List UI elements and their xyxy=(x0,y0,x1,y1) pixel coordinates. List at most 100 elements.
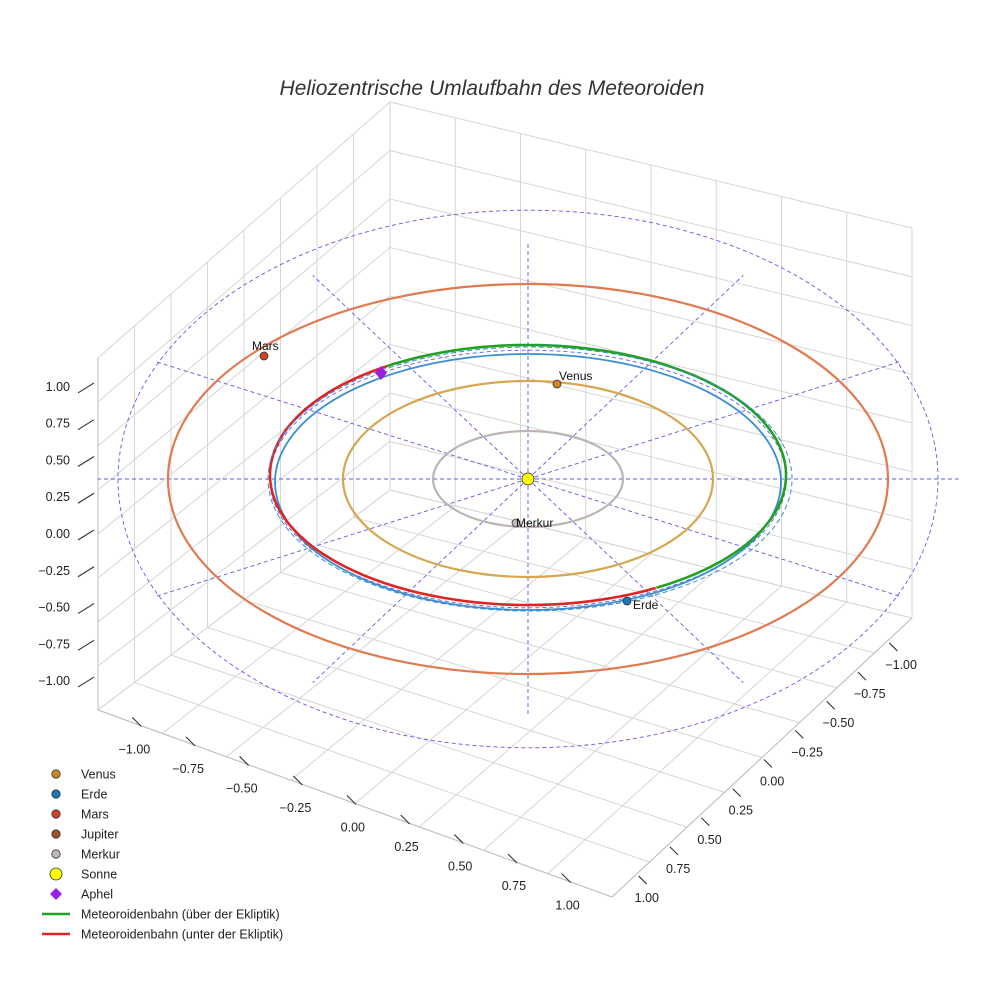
grid-line xyxy=(353,517,875,654)
planet-label-merkur: Merkur xyxy=(516,516,553,530)
x-tick-label: 0.50 xyxy=(448,860,472,874)
legend-label: Meteoroidenbahn (unter der Ekliptik) xyxy=(81,928,283,942)
z-tick-mark xyxy=(77,566,95,578)
grid-line xyxy=(547,601,848,874)
z-tick-label: 0.75 xyxy=(46,417,70,431)
axes-panes xyxy=(97,101,913,898)
aphel-marker xyxy=(375,366,387,380)
legend-marker xyxy=(50,888,62,900)
x-tick-label: 0.75 xyxy=(502,879,526,893)
orbit-merkur xyxy=(431,429,625,529)
legend-label: Erde xyxy=(81,788,107,802)
z-tick-mark xyxy=(77,603,95,614)
z-tick-label: −0.50 xyxy=(38,601,70,615)
planet-venus xyxy=(552,379,562,389)
x-tick-mark xyxy=(507,853,518,864)
z-tick-mark xyxy=(77,419,95,431)
orbit-venus xyxy=(341,379,715,579)
legend-marker xyxy=(51,789,61,799)
y-tick-label: 0.75 xyxy=(666,862,690,876)
bodies: Merkur Venus Erde Mars xyxy=(252,339,659,612)
ecliptic-spoke xyxy=(155,478,529,598)
ecliptic-ring xyxy=(117,209,939,749)
grid-line xyxy=(389,198,913,326)
x-tick-label: −0.25 xyxy=(280,801,312,815)
y-tick-label: −0.25 xyxy=(791,745,823,759)
y-tick-mark xyxy=(638,875,648,885)
grid-line xyxy=(97,150,391,403)
y-tick-mark xyxy=(700,817,710,827)
legend-label: Merkur xyxy=(81,848,120,862)
legend-label: Venus xyxy=(81,768,116,782)
x-tick-mark xyxy=(453,834,464,844)
z-tick-mark xyxy=(77,639,95,651)
grid-line xyxy=(389,101,913,229)
grid-line xyxy=(97,198,391,447)
y-tick-mark xyxy=(826,700,836,710)
x-tick-label: −0.75 xyxy=(172,762,204,776)
legend-label: Sonne xyxy=(81,868,117,882)
x-tick-label: −0.50 xyxy=(226,781,258,795)
legend-label: Jupiter xyxy=(81,828,119,842)
chart-title: Heliozentrische Umlaufbahn des Meteoroid… xyxy=(280,77,705,100)
grid-line xyxy=(97,101,391,359)
legend-label: Meteoroidenbahn (über der Ekliptik) xyxy=(81,908,280,922)
y-tick-mark xyxy=(763,759,773,768)
grid-line xyxy=(316,544,838,689)
z-tick-label: 0.50 xyxy=(46,453,70,467)
z-tick-label: −1.00 xyxy=(38,674,70,688)
y-axis-line xyxy=(611,617,913,898)
planet-label-erde: Erde xyxy=(633,598,659,612)
meteoroid-projection xyxy=(267,346,793,612)
planet-label-mars: Mars xyxy=(252,339,279,353)
y-tick-label: −0.50 xyxy=(823,716,855,730)
y-tick-mark xyxy=(857,671,867,681)
y-tick-mark xyxy=(794,729,804,739)
planet-mars xyxy=(259,351,269,361)
z-tick-mark xyxy=(77,456,95,467)
grid-line xyxy=(483,585,782,851)
y-tick-label: 1.00 xyxy=(635,891,659,905)
grid-line xyxy=(418,569,717,828)
y-tick-label: 0.50 xyxy=(697,833,721,847)
orbits xyxy=(166,282,890,676)
z-tick-label: 0.25 xyxy=(46,490,70,504)
x-tick-mark xyxy=(400,814,411,825)
z-tick-mark xyxy=(77,529,95,541)
y-tick-mark xyxy=(888,642,898,652)
legend-marker xyxy=(51,849,61,859)
x-tick-mark xyxy=(131,716,142,727)
ecliptic-spoke xyxy=(312,478,529,684)
grid-line xyxy=(389,489,913,619)
ecliptic-spoke xyxy=(527,478,744,684)
legend-marker xyxy=(51,809,61,819)
planet-merkur xyxy=(511,518,521,528)
orbit-erde xyxy=(274,353,782,611)
grid-line xyxy=(389,150,913,278)
z-tick-label: 0.00 xyxy=(46,527,70,541)
legend-marker xyxy=(49,867,63,881)
grid-line xyxy=(389,247,913,375)
legend-marker xyxy=(51,829,61,839)
grid-line xyxy=(280,572,800,724)
axis-ticks: −1.00 −0.75 −0.50 −0.25 0.00 0.25 0.50 0.75 1.00… xyxy=(38,380,917,913)
x-tick-label: 1.00 xyxy=(555,899,579,913)
legend-label: Aphel xyxy=(81,888,113,902)
x-tick-mark xyxy=(239,756,250,766)
y-tick-label: 0.25 xyxy=(729,804,753,818)
x-tick-label: 0.25 xyxy=(394,840,418,854)
meteoroid-orbit-below xyxy=(268,364,657,607)
z-tick-label: 1.00 xyxy=(46,380,70,394)
x-tick-mark xyxy=(561,873,572,884)
y-tick-mark xyxy=(732,788,742,798)
x-tick-mark xyxy=(346,795,357,805)
y-tick-label: −0.75 xyxy=(854,687,886,701)
z-tick-mark xyxy=(77,382,95,394)
legend-label: Mars xyxy=(81,808,109,822)
ecliptic-spoke xyxy=(155,360,529,480)
y-tick-label: −1.00 xyxy=(885,658,917,672)
x-tick-mark xyxy=(185,736,196,747)
x-tick-label: 0.00 xyxy=(341,821,365,835)
